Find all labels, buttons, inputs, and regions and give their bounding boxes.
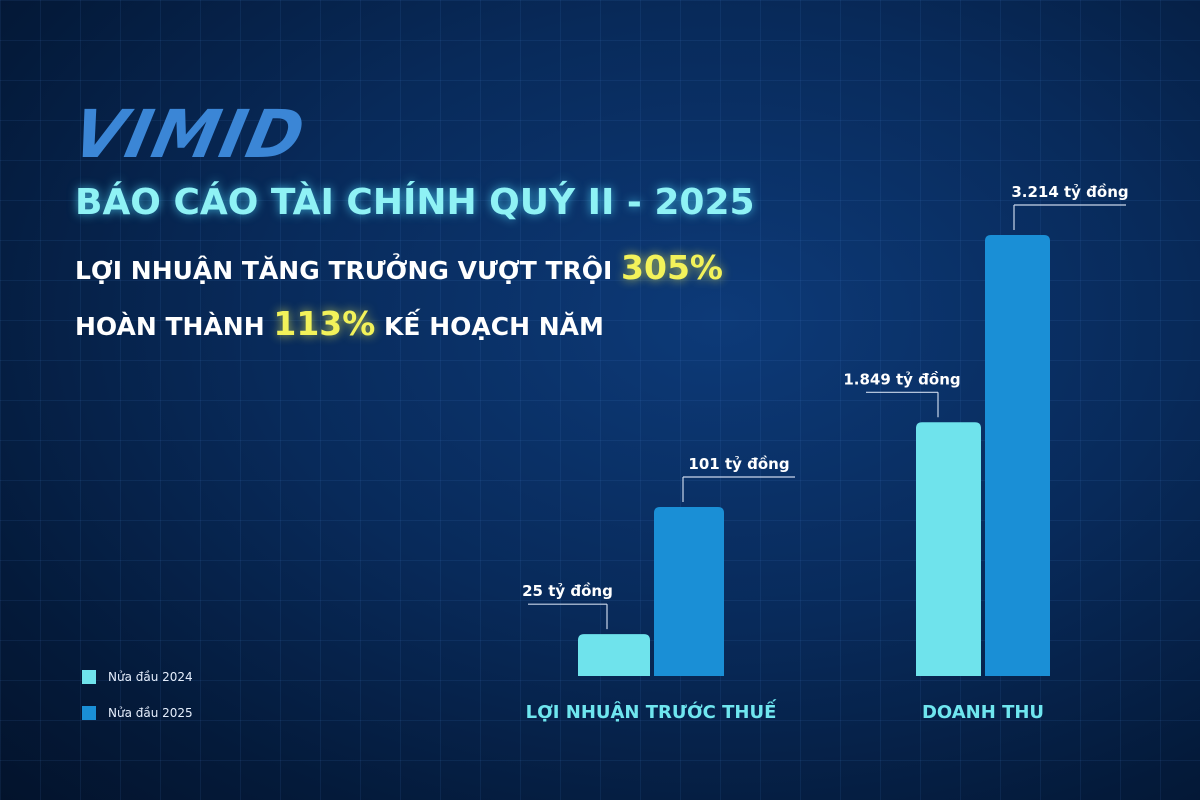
bar-2025 [654,507,724,676]
page-title: BÁO CÁO TÀI CHÍNH QUÝ II - 2025 [75,182,755,223]
headline-text: LỢI NHUẬN TĂNG TRƯỞNG VƯỢT TRỘI [75,256,613,285]
leader-line [682,476,795,502]
headline-plan-completion: HOÀN THÀNH 113% KẾ HOẠCH NĂM [75,304,604,343]
bar-2024 [578,634,650,676]
headline-text: HOÀN THÀNH [75,312,265,341]
data-label: 3.214 tỷ đồng [1011,182,1128,201]
leader-line [1013,204,1126,230]
legend-swatch [82,670,96,684]
headline-profit-growth: LỢI NHUẬN TĂNG TRƯỞNG VƯỢT TRỘI 305% [75,248,723,287]
data-label: 1.849 tỷ đồng [843,369,960,388]
legend-label: Nửa đầu 2025 [108,706,193,720]
legend-item-2025: Nửa đầu 2025 [82,706,193,720]
legend-label: Nửa đầu 2024 [108,670,193,684]
bar-2024 [916,422,981,676]
category-label-profit: LỢI NHUẬN TRƯỚC THUẾ [525,702,777,723]
completion-highlight: 113% [273,304,376,343]
growth-highlight: 305% [621,248,723,287]
headline-text: KẾ HOẠCH NĂM [384,312,604,341]
data-label: 101 tỷ đồng [688,454,789,473]
category-label-revenue: DOANH THU [921,702,1045,723]
legend-swatch [82,706,96,720]
leader-line [866,391,939,418]
legend-item-2024: Nửa đầu 2024 [82,670,193,684]
leader-line [528,603,608,630]
data-label: 25 tỷ đồng [522,581,613,600]
bar-2025 [985,235,1050,676]
